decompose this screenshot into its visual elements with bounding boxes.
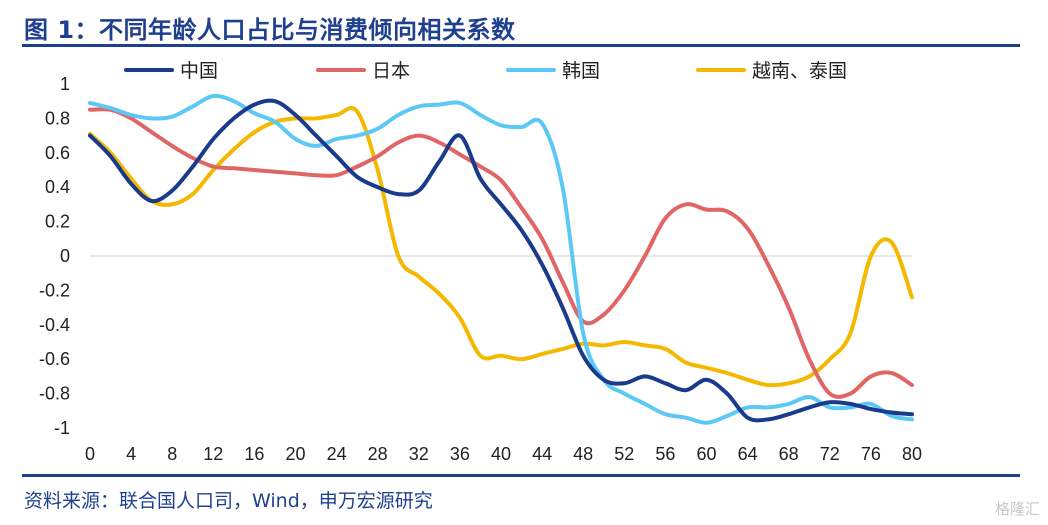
x-tick-label: 32 xyxy=(409,444,429,464)
x-tick-label: 36 xyxy=(450,444,470,464)
x-tick-label: 76 xyxy=(861,444,881,464)
y-tick-label: -1 xyxy=(54,418,70,438)
x-tick-label: 16 xyxy=(244,444,264,464)
y-tick-label: -0.6 xyxy=(39,349,70,369)
source-note: 资料来源：联合国人口司，Wind，申万宏源研究 xyxy=(24,490,433,512)
x-tick-label: 68 xyxy=(779,444,799,464)
legend-item-china: 中国 xyxy=(124,56,218,83)
legend-label-vietnam-thailand: 越南、泰国 xyxy=(752,60,848,82)
title-rule xyxy=(22,44,1020,47)
x-tick-label: 72 xyxy=(820,444,840,464)
legend-item-korea: 韩国 xyxy=(506,56,600,83)
x-tick-label: 60 xyxy=(696,444,716,464)
x-tick-label: 12 xyxy=(203,444,223,464)
y-tick-label: 0.4 xyxy=(45,177,70,197)
y-tick-label: 0.8 xyxy=(45,108,70,128)
x-tick-label: 40 xyxy=(491,444,511,464)
legend-label-korea: 韩国 xyxy=(562,60,601,82)
x-tick-label: 56 xyxy=(655,444,675,464)
x-tick-label: 24 xyxy=(327,444,347,464)
x-tick-label: 52 xyxy=(614,444,634,464)
figure-title: 图 1：不同年龄人口占比与消费倾向相关系数 xyxy=(24,16,516,44)
legend-item-vietnam-thailand: 越南、泰国 xyxy=(696,56,847,83)
x-tick-label: 8 xyxy=(167,444,177,464)
x-tick-label: 28 xyxy=(368,444,388,464)
y-tick-label: -0.2 xyxy=(39,280,70,300)
series-line-japan xyxy=(88,107,914,399)
chart-legend: 中国 日本 韩国 越南、泰国 xyxy=(0,56,1048,86)
legend-swatch-korea xyxy=(506,67,556,72)
x-tick-label: 48 xyxy=(573,444,593,464)
watermark-text: 格隆汇 xyxy=(994,500,1040,518)
y-tick-label: 1 xyxy=(60,74,70,94)
x-tick-label: 64 xyxy=(738,444,758,464)
x-tick-label: 80 xyxy=(902,444,922,464)
legend-item-japan: 日本 xyxy=(316,56,410,83)
x-tick-label: 44 xyxy=(532,444,552,464)
legend-label-japan: 日本 xyxy=(372,60,411,82)
x-tick-label: 4 xyxy=(126,444,136,464)
legend-label-china: 中国 xyxy=(180,60,219,82)
y-tick-label: 0.2 xyxy=(45,212,70,232)
legend-swatch-japan xyxy=(316,67,366,72)
y-tick-label: -0.8 xyxy=(39,384,70,404)
series-line-korea xyxy=(88,93,914,425)
y-tick-label: -0.4 xyxy=(39,315,70,335)
footer-rule xyxy=(22,474,1020,477)
legend-swatch-china xyxy=(124,67,174,72)
series-line-vietnam-thailand xyxy=(88,106,914,388)
series-line-china xyxy=(88,98,914,423)
x-tick-label: 20 xyxy=(285,444,305,464)
y-tick-label: 0 xyxy=(60,246,70,266)
y-tick-label: 0.6 xyxy=(45,143,70,163)
x-tick-label: 0 xyxy=(85,444,95,464)
legend-swatch-vietnam-thailand xyxy=(696,67,746,72)
